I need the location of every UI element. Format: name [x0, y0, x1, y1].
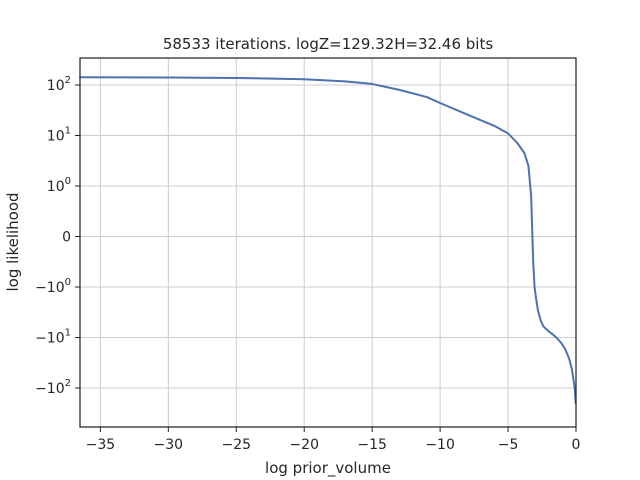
x-tick-labels: −35 −30 −25 −20 −15 −10 −5 0: [86, 427, 581, 453]
y-tick-label: 101: [47, 126, 71, 145]
x-axis-label: log prior_volume: [265, 459, 391, 478]
x-tick-label: 0: [572, 437, 581, 453]
y-tick-labels: 102 101 100 0 −100 −101 −102: [35, 75, 80, 397]
grid: [80, 58, 577, 427]
y-tick-label: −102: [35, 378, 71, 397]
x-tick-label: −30: [154, 437, 184, 453]
plot-frame: [79, 57, 577, 428]
x-tick-label: −35: [86, 437, 116, 453]
x-tick-label: −5: [498, 437, 519, 453]
y-tick-label: 102: [47, 75, 71, 94]
x-tick-label: −25: [222, 437, 252, 453]
y-tick-label: 0: [62, 230, 71, 246]
y-tick-label: 100: [47, 176, 71, 195]
x-tick-label: −20: [289, 437, 319, 453]
x-tick-label: −15: [357, 437, 387, 453]
y-tick-label: −100: [35, 277, 71, 296]
series-lines: [79, 76, 577, 405]
x-tick-label: −10: [425, 437, 455, 453]
y-tick-label: −101: [35, 328, 71, 347]
y-axis-label: log likelihood: [4, 192, 22, 291]
series-line-0: [79, 76, 577, 405]
chart-title: 58533 iterations. logZ=129.32H=32.46 bit…: [163, 35, 494, 53]
